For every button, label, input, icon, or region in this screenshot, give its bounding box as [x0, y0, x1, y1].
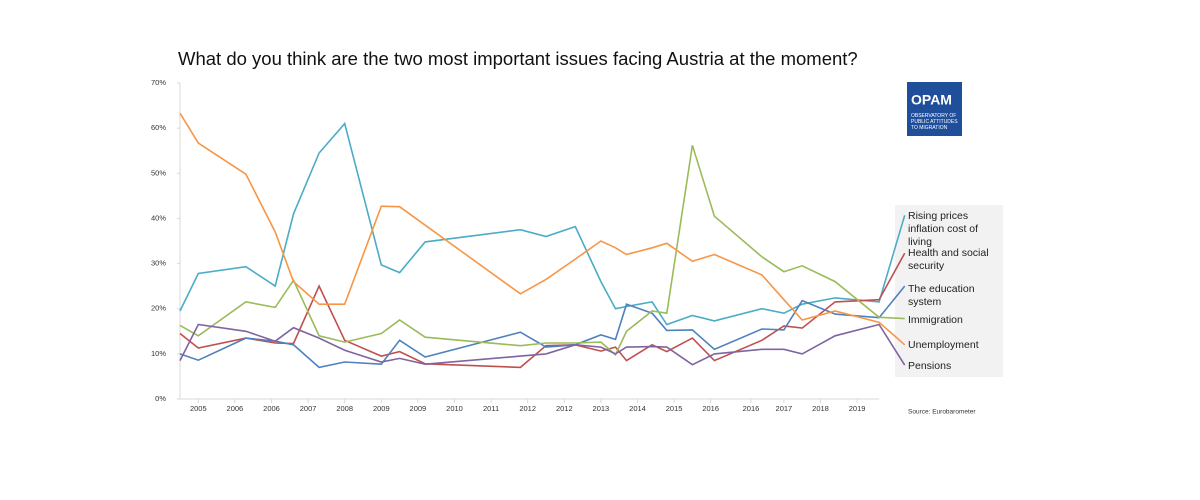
y-tick-label: 70%: [151, 78, 166, 87]
y-tick-label: 0%: [155, 394, 166, 403]
x-tick-label: 2010: [446, 404, 463, 413]
legend-label: Health and social security: [908, 247, 989, 272]
x-tick-label: 2008: [336, 404, 353, 413]
x-tick-label: 2009: [410, 404, 427, 413]
logo-mark: OPAM: [911, 92, 952, 108]
logo-box: [907, 82, 962, 136]
x-tick-label: 2006: [263, 404, 280, 413]
x-tick-label: 2012: [556, 404, 573, 413]
legend-box: [895, 205, 1003, 377]
x-tick-label: 2006: [227, 404, 244, 413]
y-tick-label: 20%: [151, 304, 166, 313]
y-tick-label: 10%: [151, 349, 166, 358]
x-tick-label: 2013: [593, 404, 610, 413]
y-tick-label: 60%: [151, 123, 166, 132]
logo-text: OBSERVATORY OF PUBLIC ATTITUDES TO MIGRA…: [911, 113, 958, 131]
x-tick-label: 2019: [849, 404, 866, 413]
x-tick-label: 2015: [666, 404, 683, 413]
y-tick-label: 30%: [151, 259, 166, 268]
x-tick-label: 2007: [300, 404, 317, 413]
y-tick-label: 40%: [151, 213, 166, 222]
source: Source: Eurobarometer: [908, 409, 976, 416]
legend-label: Unemployment: [908, 339, 979, 351]
x-tick-label: 2012: [519, 404, 536, 413]
x-tick-label: 2016: [702, 404, 719, 413]
x-tick-label: 2005: [190, 404, 207, 413]
series-line: [179, 285, 906, 369]
x-tick-label: 2014: [629, 404, 646, 413]
series-line: [179, 323, 906, 366]
legend-label: The education system: [908, 283, 975, 308]
series-line: [179, 121, 906, 326]
x-tick-label: 2016: [743, 404, 760, 413]
series-line: [179, 145, 905, 357]
legend-label: Pensions: [908, 360, 952, 372]
x-tick-label: 2017: [776, 404, 793, 413]
series-line: [179, 112, 906, 346]
legend-label: Rising prices inflation cost of living: [908, 210, 979, 248]
y-tick-label: 50%: [151, 168, 166, 177]
series-line: [179, 252, 906, 369]
x-tick-label: 2011: [483, 404, 499, 413]
chart-title: What do you think are the two most impor…: [178, 48, 858, 69]
legend-label: Immigration: [908, 314, 963, 326]
x-tick-label: 2018: [812, 404, 829, 413]
x-tick-label: 2009: [373, 404, 390, 413]
